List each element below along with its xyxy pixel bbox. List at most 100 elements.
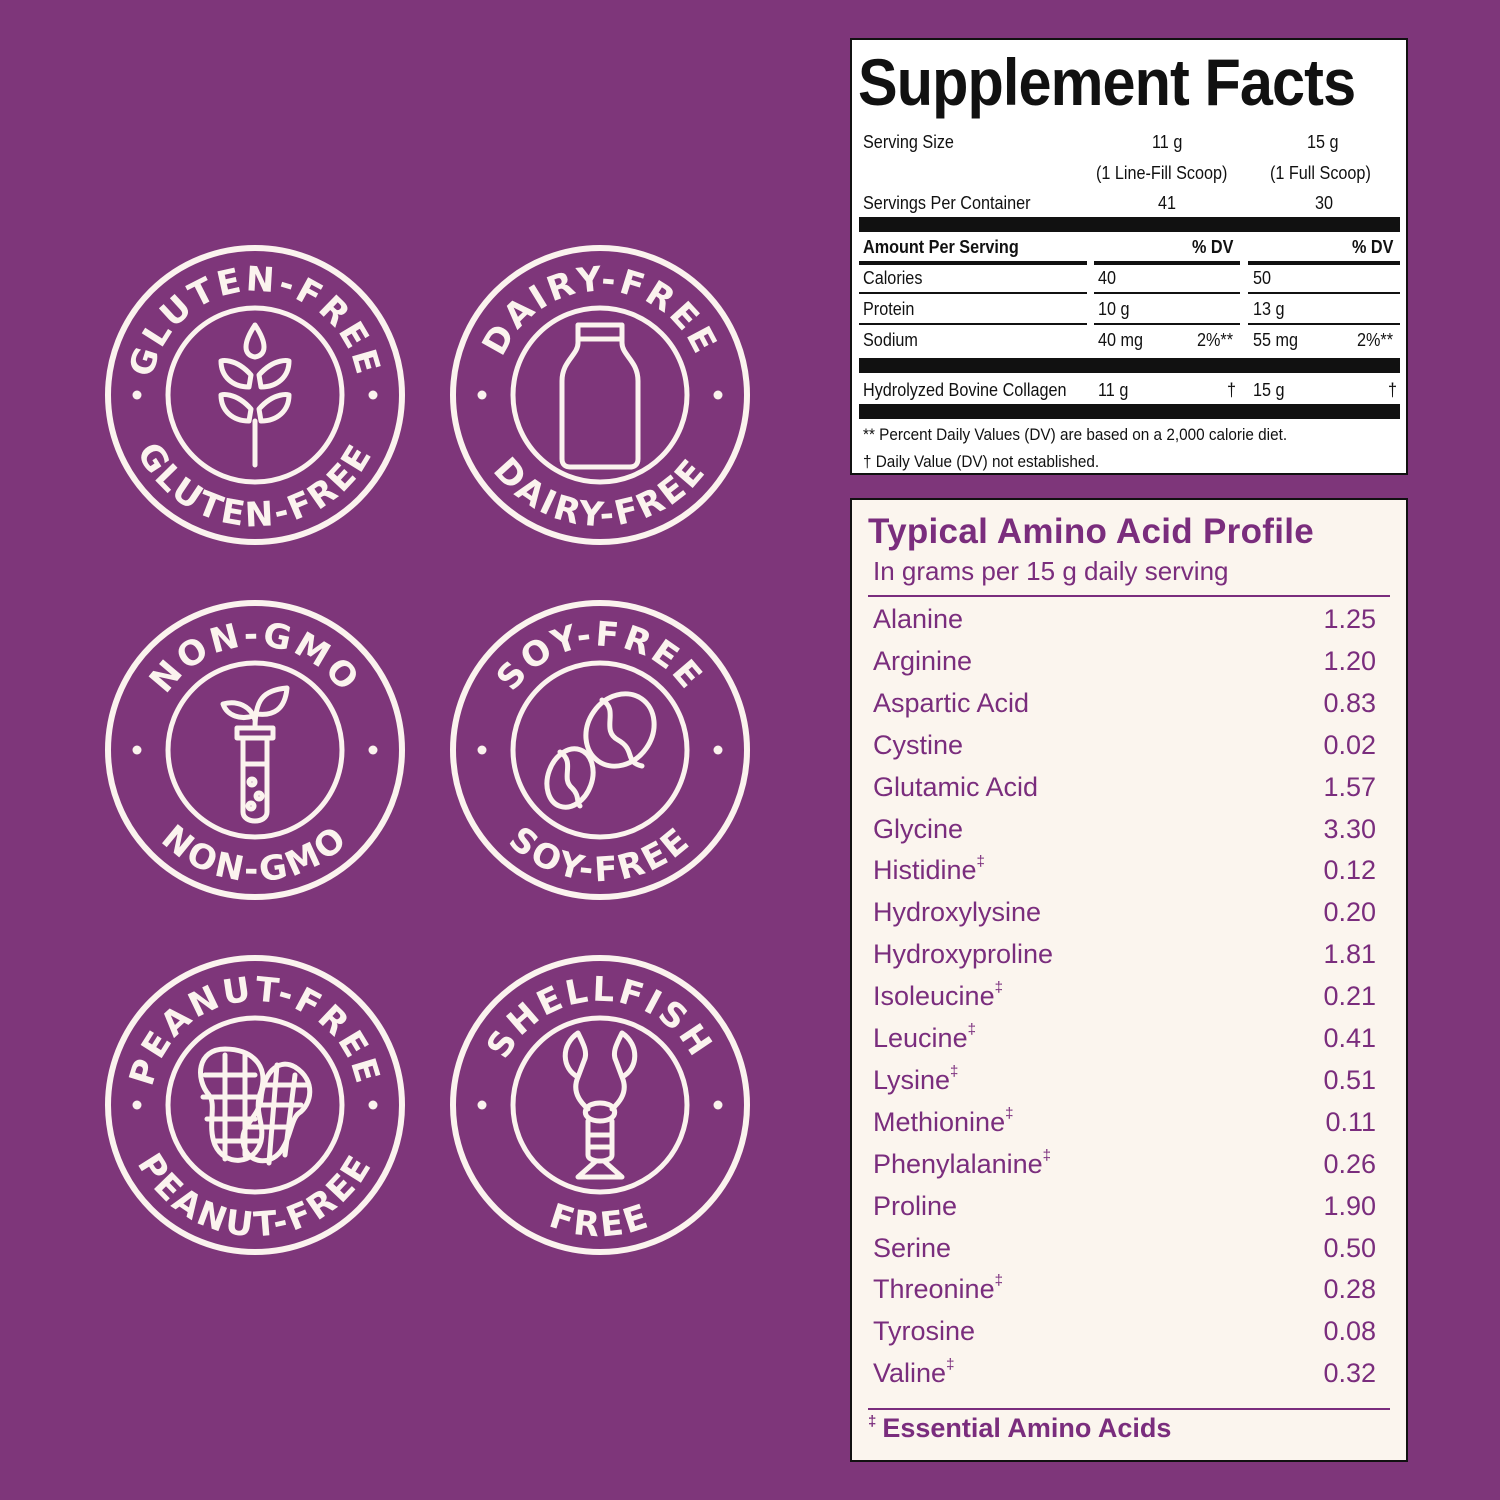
- amino-row: Lysine‡ 0.51: [873, 1062, 1376, 1105]
- servings-a: 41: [1158, 193, 1177, 213]
- inner-ring: [165, 660, 345, 840]
- amino-row: Serine 0.50: [873, 1233, 1376, 1273]
- amino-name: Threonine: [873, 1274, 995, 1305]
- collagen-a-dv: †: [1227, 380, 1237, 400]
- amino-value: 0.51: [1323, 1064, 1376, 1095]
- badge-dairy-free: DAIRY-FREE DAIRY-FREE: [450, 245, 750, 545]
- essential-mark: ‡: [994, 1272, 1003, 1290]
- amino-row: Phenylalanine‡ 0.26: [873, 1147, 1376, 1189]
- amino-row: Proline 1.90: [873, 1191, 1376, 1231]
- amino-value: 0.12: [1323, 855, 1376, 886]
- amino-name: Proline: [873, 1190, 958, 1221]
- footnote-dv: ** Percent Daily Values (DV) are based o…: [863, 425, 1288, 444]
- divider: [868, 595, 1390, 597]
- milk-bottle-icon: [559, 322, 641, 470]
- amino-value: 0.28: [1323, 1274, 1376, 1305]
- footnote-dagger: † Daily Value (DV) not established.: [863, 452, 1100, 471]
- serving-desc-a: (1 Line-Fill Scoop): [1096, 163, 1228, 183]
- outer-ring: [450, 245, 750, 545]
- amino-title: Typical Amino Acid Profile: [868, 512, 1315, 551]
- amino-name: Hydroxyproline: [873, 939, 1054, 970]
- amino-row: Glutamic Acid 1.57: [873, 772, 1376, 812]
- badge-non-gmo: NON-GMO NON-GMO: [105, 600, 405, 900]
- amino-row: Arginine 1.20: [873, 646, 1376, 686]
- dv-header-a: % DV: [1192, 237, 1234, 257]
- badges: GLUTEN-FREE GLUTEN-FREE DAIRY-FREE DAIRY…: [105, 245, 750, 1255]
- amino-name: Histidine: [873, 855, 977, 886]
- amino-name: Arginine: [873, 645, 973, 676]
- serving-size-a: 11 g: [1152, 132, 1183, 152]
- facts-row-b: 13 g: [1253, 299, 1285, 319]
- amino-row: Alanine 1.25: [873, 604, 1376, 644]
- essential-mark: ‡: [1005, 1104, 1014, 1122]
- amino-row: Hydroxylysine 0.20: [873, 897, 1376, 937]
- amino-footnote-text: Essential Amino Acids: [882, 1413, 1172, 1443]
- svg-text:PEANUT-FREE: PEANUT-FREE: [122, 969, 388, 1090]
- facts-row-a: 40 mg: [1098, 330, 1144, 350]
- amino-value: 1.57: [1323, 771, 1376, 802]
- amino-value: 1.20: [1323, 645, 1376, 676]
- collagen-b: 15 g: [1253, 380, 1285, 400]
- inner-ring: [165, 1015, 345, 1195]
- collagen-a: 11 g: [1098, 380, 1129, 400]
- amino-value: 0.02: [1323, 729, 1376, 760]
- amino-row: Threonine‡ 0.28: [873, 1272, 1376, 1314]
- outer-ring: [105, 600, 405, 900]
- divider: [868, 1408, 1390, 1410]
- divider-thick: [859, 217, 1400, 232]
- essential-mark: ‡: [994, 979, 1003, 997]
- dot: [368, 745, 378, 755]
- soy-beans-icon: [544, 691, 657, 810]
- amino-name: Alanine: [873, 604, 964, 634]
- amino-value: 0.50: [1323, 1232, 1376, 1263]
- facts-row-b: 50: [1253, 268, 1272, 288]
- amino-name: Lysine: [873, 1064, 951, 1095]
- double-dagger-mark: ‡: [868, 1413, 877, 1430]
- amino-value: 0.32: [1323, 1358, 1376, 1389]
- dot: [368, 1100, 378, 1110]
- amino-name: Cystine: [873, 729, 964, 760]
- essential-mark: ‡: [946, 1356, 955, 1374]
- lobster-icon: [562, 1030, 638, 1180]
- dot: [368, 390, 378, 400]
- amino-row: Hydroxyproline 1.81: [873, 939, 1376, 979]
- dot: [477, 390, 487, 400]
- outer-ring: [450, 600, 750, 900]
- amino-acid-panel: Typical Amino Acid Profile In grams per …: [850, 498, 1408, 1462]
- amino-value: 0.21: [1323, 981, 1376, 1012]
- inner-ring: [510, 305, 690, 485]
- amino-name: Isoleucine: [873, 981, 995, 1012]
- amino-subtitle: In grams per 15 g daily serving: [873, 556, 1229, 586]
- facts-title: Supplement Facts: [858, 45, 1356, 119]
- facts-row-label: Protein: [863, 299, 915, 319]
- dot: [132, 745, 142, 755]
- svg-text:DAIRY-FREE: DAIRY-FREE: [485, 450, 714, 536]
- collagen-b-dv: †: [1388, 380, 1398, 400]
- badge-peanut-free: PEANUT-FREE PEANUT-FREE: [105, 955, 405, 1255]
- dot: [477, 745, 487, 755]
- amino-value: 1.81: [1323, 939, 1376, 970]
- badge-shellfish-free: SHELLFISH FREE: [450, 955, 750, 1255]
- amino-name: Methionine: [873, 1106, 1006, 1137]
- facts-row-label: Sodium: [863, 330, 918, 350]
- amino-value: 0.20: [1323, 897, 1376, 928]
- amino-value: 0.11: [1325, 1106, 1376, 1137]
- wheat-icon: [218, 322, 292, 468]
- amino-value: 0.83: [1323, 687, 1376, 718]
- amino-name: Aspartic Acid: [873, 687, 1030, 718]
- dot: [713, 390, 723, 400]
- amino-name: Tyrosine: [873, 1316, 976, 1347]
- facts-row-a-dv: 2%**: [1197, 330, 1234, 350]
- amino-row: Leucine‡ 0.41: [873, 1021, 1376, 1063]
- peanut-icon: [198, 1046, 313, 1166]
- amino-row: Aspartic Acid 0.83: [873, 688, 1376, 728]
- inner-ring: [510, 660, 690, 840]
- badge-bottom-text: FREE: [545, 1196, 653, 1246]
- badge-top-text: PEANUT-FREE: [122, 969, 385, 1090]
- divider-thick: [859, 358, 1400, 373]
- amino-row: Tyrosine 0.08: [873, 1316, 1376, 1356]
- facts-row-a: 10 g: [1098, 299, 1130, 319]
- essential-mark: ‡: [950, 1062, 959, 1080]
- dot: [477, 1100, 487, 1110]
- dot: [713, 745, 723, 755]
